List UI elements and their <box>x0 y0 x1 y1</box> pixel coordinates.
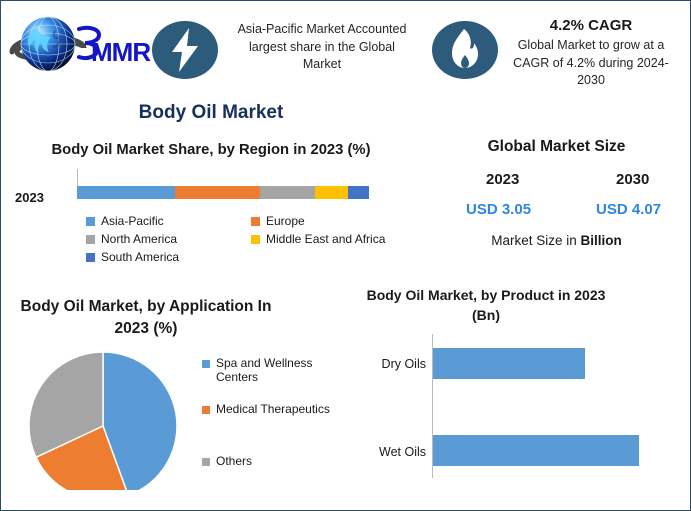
svg-text:MMR: MMR <box>91 37 151 67</box>
